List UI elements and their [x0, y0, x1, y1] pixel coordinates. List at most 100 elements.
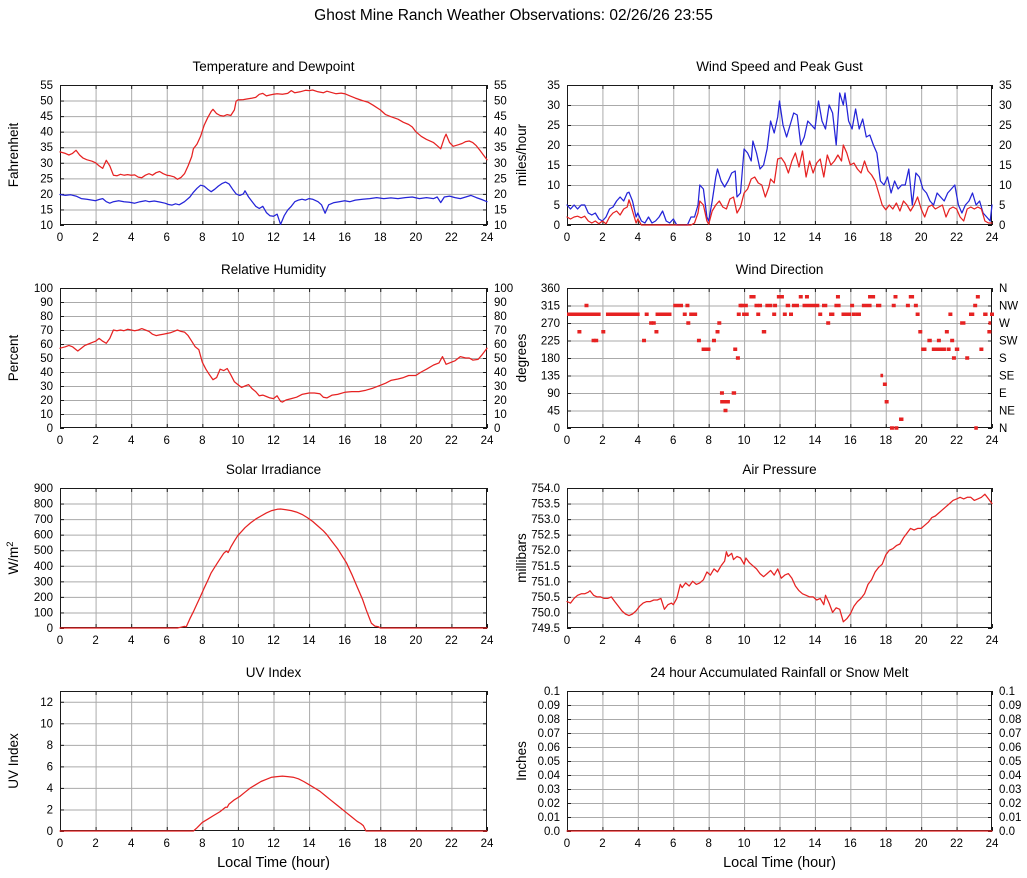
- y-tick-label: 0.08: [538, 714, 560, 726]
- y-tick-label: 15: [40, 204, 53, 216]
- y-tick-label-right: 80: [494, 311, 507, 323]
- x-tick-label: 8: [199, 838, 205, 850]
- gridlines: [60, 488, 487, 628]
- y-tick-label: 40: [40, 367, 53, 379]
- x-tick-label: 16: [338, 232, 351, 244]
- y-tick-label-right: 10: [999, 180, 1012, 192]
- x-tick-label: 22: [445, 435, 458, 447]
- x-tick-label: 8: [199, 635, 205, 647]
- y-tick-label-right: 30: [494, 381, 507, 393]
- x-tick-label: 22: [950, 635, 963, 647]
- y-tick-label-right: 15: [494, 204, 507, 216]
- y-tick-label: 20: [40, 395, 53, 407]
- y-tick-label-right: 40: [494, 127, 507, 139]
- chart-svg-solar-irradiance: 0 2 4 6 8 10 12 14 16 18 20 22 240100200300400500600…: [5, 462, 494, 647]
- x-tick-label: 0: [564, 838, 570, 850]
- gridlines: [60, 691, 487, 831]
- y-tick-label-right: 20: [494, 189, 507, 201]
- y-tick-label: 12: [40, 697, 53, 709]
- x-tick-label: 0: [57, 838, 63, 850]
- series-dewpoint: [59, 181, 488, 226]
- x-tick-label: 6: [164, 232, 170, 244]
- y-tick-label: 0: [554, 423, 560, 435]
- y-tick-label-right: 25: [494, 173, 507, 185]
- x-tick-label: 2: [92, 838, 98, 850]
- y-tick-label-right: 45: [494, 111, 507, 123]
- x-tick-label: 8: [199, 435, 205, 447]
- x-tick-label: 16: [338, 635, 351, 647]
- y-axis-label: Inches: [514, 741, 529, 781]
- x-tick-label: 22: [445, 838, 458, 850]
- x-tick-label: 2: [92, 435, 98, 447]
- x-tick-label: 12: [267, 435, 280, 447]
- series-direction: [567, 295, 994, 430]
- x-tick-label: 20: [915, 232, 928, 244]
- x-tick-label: 12: [267, 635, 280, 647]
- gridlines: [567, 85, 992, 225]
- y-tick-label: 0: [47, 623, 53, 635]
- chart-title: 24 hour Accumulated Rainfall or Snow Mel…: [650, 665, 908, 680]
- chart-uv-index: 0 2 4 6 8 10 12 14 16 18 20 22 24 0 2 4 6 8 10 12 UV Index UV…: [0, 661, 513, 878]
- compass-label: N: [999, 423, 1007, 435]
- x-tick-label: 18: [879, 838, 892, 850]
- y-tick-label: 0.02: [538, 798, 560, 810]
- x-tick-label: 0: [564, 635, 570, 647]
- y-tick-label: 0.0: [544, 826, 560, 838]
- plot-border: [567, 85, 992, 225]
- y-tick-label: 35: [40, 142, 53, 154]
- y-tick-label: 5: [554, 200, 560, 212]
- x-tick-label: 20: [409, 232, 422, 244]
- series-temperature: [59, 89, 488, 180]
- y-tick-label: 360: [541, 283, 560, 295]
- x-tick-label: 0: [57, 635, 63, 647]
- compass-label: N: [999, 283, 1007, 295]
- page-title: Ghost Mine Ranch Weather Observations: 0…: [314, 7, 713, 24]
- y-tick-label: 753.5: [531, 499, 560, 511]
- gridlines: [567, 288, 992, 428]
- y-tick-label-right: 0.07: [999, 728, 1021, 740]
- chart-title: Temperature and Dewpoint: [192, 59, 354, 74]
- x-tick-label: 10: [738, 435, 751, 447]
- y-tick-label: 400: [34, 561, 53, 573]
- series-humidity: [59, 327, 488, 403]
- y-tick-label: 35: [547, 80, 560, 92]
- y-tick-label: 4: [47, 783, 54, 795]
- series-peak-gust: [566, 92, 993, 226]
- x-tick-label: 22: [950, 435, 963, 447]
- x-tick-label: 16: [844, 838, 857, 850]
- compass-label: SW: [999, 336, 1018, 348]
- chart-temperature-dewpoint: 0 2 4 6 8 10 12 14 16 18 20 22 24 10 10 15 15 20 20 25 25 30 3…: [0, 55, 513, 260]
- y-tick-label: 25: [547, 120, 560, 132]
- x-tick-label: 0: [57, 435, 63, 447]
- y-tick-label: 900: [34, 483, 53, 495]
- chart-solar-irradiance: 0 2 4 6 8 10 12 14 16 18 20 22 24 0 100 200 300 400 500 600…: [0, 458, 513, 663]
- x-tick-label: 24: [986, 435, 999, 447]
- y-tick-label: 2: [47, 804, 53, 816]
- y-tick-label-right: 0.1: [999, 686, 1015, 698]
- series-wind-speed: [566, 144, 993, 226]
- x-tick-label: 24: [481, 635, 494, 647]
- y-tick-label-right: 0.09: [999, 700, 1021, 712]
- x-tick-label: 10: [738, 838, 751, 850]
- x-tick-label: 18: [374, 232, 387, 244]
- x-tick-label: 4: [128, 435, 135, 447]
- x-tick-label: 10: [738, 232, 751, 244]
- x-tick-label: 2: [599, 838, 605, 850]
- y-tick-label-right: 35: [999, 80, 1012, 92]
- y-tick-label: 0: [47, 826, 53, 838]
- y-tick-label-right: 25: [999, 120, 1012, 132]
- compass-label: W: [999, 318, 1010, 330]
- x-tick-label: 18: [374, 635, 387, 647]
- x-tick-label: 16: [844, 232, 857, 244]
- x-tick-label: 8: [705, 435, 711, 447]
- y-tick-label-right: 70: [494, 325, 507, 337]
- x-tick-label: 8: [199, 232, 205, 244]
- y-axis-label: millibars: [514, 533, 529, 583]
- x-tick-label: 24: [986, 635, 999, 647]
- x-tick-label: 6: [670, 838, 676, 850]
- x-tick-label: 6: [670, 232, 676, 244]
- x-tick-label: 4: [635, 635, 642, 647]
